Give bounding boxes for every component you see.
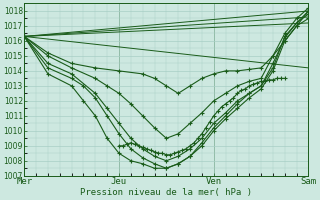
X-axis label: Pression niveau de la mer( hPa ): Pression niveau de la mer( hPa ) [80, 188, 252, 197]
